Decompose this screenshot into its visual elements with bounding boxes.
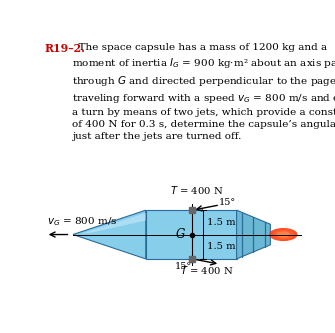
Polygon shape	[237, 210, 270, 259]
Text: 1.5 m: 1.5 m	[207, 242, 236, 251]
Text: The space capsule has a mass of 1200 kg and a
moment of inertia $I_G$ = 900 kg·m: The space capsule has a mass of 1200 kg …	[72, 43, 335, 141]
Text: $T$ = 400 N: $T$ = 400 N	[180, 264, 233, 276]
Bar	[146, 210, 237, 259]
Text: 1.5 m: 1.5 m	[207, 218, 236, 227]
Text: $v_G$ = 800 m/s: $v_G$ = 800 m/s	[47, 215, 117, 228]
Text: 15°: 15°	[218, 198, 236, 207]
Text: $T$ = 400 N: $T$ = 400 N	[170, 184, 223, 196]
Text: G: G	[176, 228, 185, 241]
Ellipse shape	[269, 228, 297, 241]
Polygon shape	[73, 210, 146, 259]
Text: 15°: 15°	[175, 262, 192, 271]
Polygon shape	[81, 213, 146, 233]
Ellipse shape	[273, 230, 293, 239]
Text: R19–2.: R19–2.	[45, 43, 85, 54]
Ellipse shape	[276, 231, 290, 238]
